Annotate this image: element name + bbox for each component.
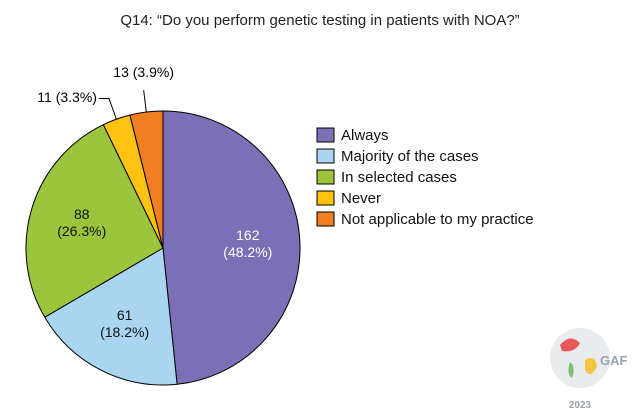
pie-slice [25,123,164,318]
logo-shape [568,362,574,378]
legend-swatch [316,148,335,164]
legend-label: Never [341,190,381,207]
data-label: 13 (3.9%) [113,64,174,81]
legend-label: Not applicable to my practice [341,211,534,228]
legend-swatch [316,190,335,206]
logo-shape [585,358,597,375]
logo: GAF 2023 [550,328,628,411]
legend-swatch [316,211,335,227]
chart-title: Q14: “Do you perform genetic testing in … [120,12,519,29]
legend-swatch [316,127,335,143]
logo-name: GAF [600,353,628,368]
leader-line [143,90,147,113]
legend-swatch [316,169,335,185]
pie-slice [162,110,301,385]
logo-year: 2023 [569,400,592,411]
legend-label: Always [341,127,389,144]
data-label: 162 (48.2%) [223,226,273,260]
legend-label: In selected cases [341,169,457,186]
legend-label: Majority of the cases [341,148,479,165]
data-label: 88 (26.3%) [57,206,107,240]
data-label: 61 (18.2%) [100,306,150,340]
data-label: 11 (3.3%) [37,89,97,106]
leader-line [98,97,117,120]
logo-shape [560,338,580,352]
pie-slice [44,247,178,386]
